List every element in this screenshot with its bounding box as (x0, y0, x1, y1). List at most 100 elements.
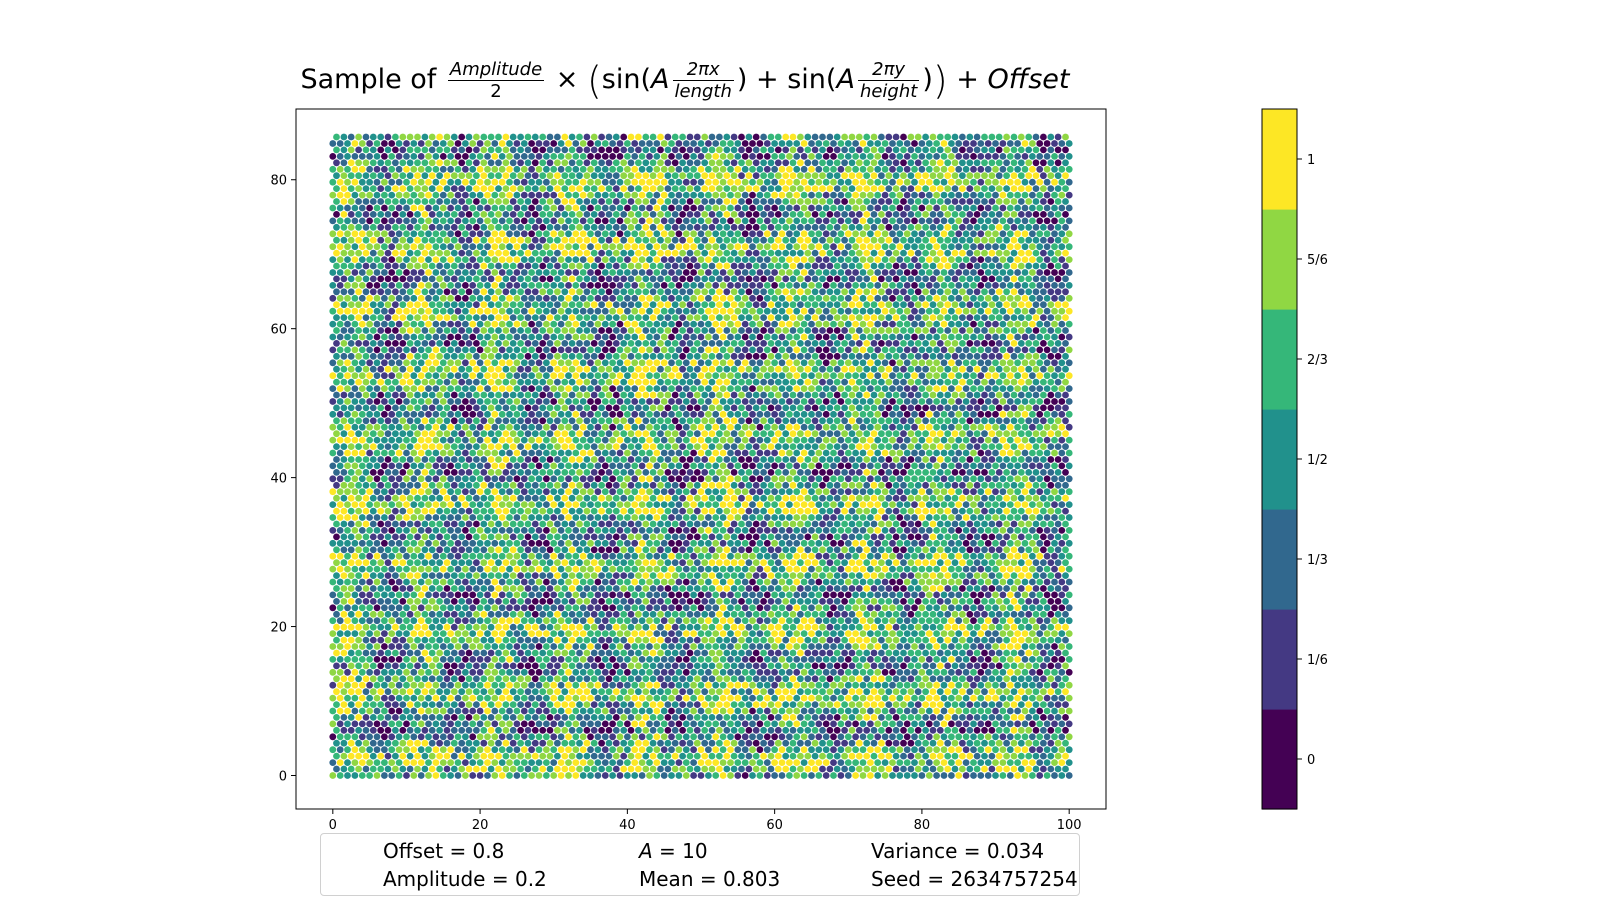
data-point (855, 649, 863, 657)
data-point (568, 481, 576, 489)
data-point (454, 488, 462, 496)
data-point (682, 707, 690, 715)
data-point (462, 514, 469, 521)
data-point (992, 759, 999, 766)
data-point (885, 494, 893, 502)
data-point (878, 662, 885, 670)
data-point (347, 739, 355, 747)
data-point (988, 739, 996, 747)
data-point (509, 585, 517, 592)
data-point (403, 552, 410, 560)
data-point (531, 662, 539, 670)
data-point (999, 488, 1007, 496)
data-point (344, 759, 351, 766)
data-point (616, 488, 624, 496)
data-point (616, 630, 624, 637)
data-point (513, 462, 521, 470)
data-point (646, 552, 653, 560)
data-point (432, 772, 440, 779)
data-point (561, 494, 569, 502)
data-point (767, 598, 775, 605)
data-point (660, 643, 668, 650)
data-point (944, 649, 952, 657)
data-point (458, 752, 466, 760)
data-point (922, 739, 929, 747)
data-point (741, 707, 749, 715)
data-point (635, 701, 642, 708)
data-point (605, 701, 613, 708)
data-point (730, 494, 738, 502)
data-point (1054, 585, 1062, 592)
data-point (955, 746, 963, 754)
data-point (469, 617, 477, 625)
data-point (690, 591, 697, 599)
data-point (944, 610, 952, 618)
data-point (1021, 759, 1029, 766)
data-point (749, 501, 756, 508)
data-point (1010, 533, 1018, 541)
data-point (333, 559, 340, 567)
data-point (925, 578, 933, 586)
data-point (414, 726, 421, 734)
data-point (682, 617, 690, 625)
data-point (480, 623, 488, 631)
data-point (502, 469, 510, 476)
data-point (900, 546, 907, 554)
data-point (557, 643, 565, 650)
data-point (362, 636, 370, 644)
data-point (859, 668, 867, 676)
data-point (675, 617, 683, 625)
data-point (701, 649, 709, 657)
data-point (900, 494, 907, 502)
data-point (745, 688, 753, 696)
data-point (966, 546, 974, 554)
data-point (925, 527, 933, 534)
data-point (450, 469, 458, 476)
data-point (1003, 585, 1010, 592)
data-point (981, 533, 988, 541)
data-point (502, 623, 510, 631)
data-point (388, 681, 396, 689)
data-point (981, 726, 988, 734)
data-point (369, 572, 377, 579)
data-point (506, 514, 513, 521)
data-point (399, 559, 407, 567)
data-point (388, 630, 396, 637)
data-point (513, 643, 521, 650)
data-point (760, 585, 767, 592)
data-point (918, 552, 926, 560)
data-point (498, 707, 506, 715)
data-point (646, 475, 653, 483)
data-point (760, 546, 767, 554)
data-point (358, 488, 366, 496)
data-point (914, 585, 922, 592)
data-point (484, 643, 491, 650)
data-point (686, 701, 694, 708)
data-point (885, 649, 893, 657)
data-point (565, 643, 572, 650)
data-point (793, 501, 801, 508)
data-point (421, 726, 429, 734)
data-point (554, 701, 561, 708)
data-point (436, 636, 443, 644)
data-point (403, 539, 410, 547)
data-point (528, 733, 535, 741)
data-point (646, 746, 653, 754)
data-point (506, 578, 513, 586)
data-point (528, 488, 535, 496)
data-point (959, 662, 966, 670)
data-point (948, 591, 955, 599)
data-point (399, 688, 407, 696)
data-point (708, 481, 716, 489)
data-point (1021, 643, 1029, 650)
data-point (557, 514, 565, 521)
data-point (1017, 494, 1025, 502)
data-point (988, 675, 996, 683)
data-point (546, 765, 554, 773)
data-point (649, 572, 657, 579)
data-point (907, 739, 915, 747)
data-point (447, 591, 454, 599)
data-point (774, 585, 782, 592)
data-point (495, 752, 502, 760)
data-point (362, 662, 370, 670)
